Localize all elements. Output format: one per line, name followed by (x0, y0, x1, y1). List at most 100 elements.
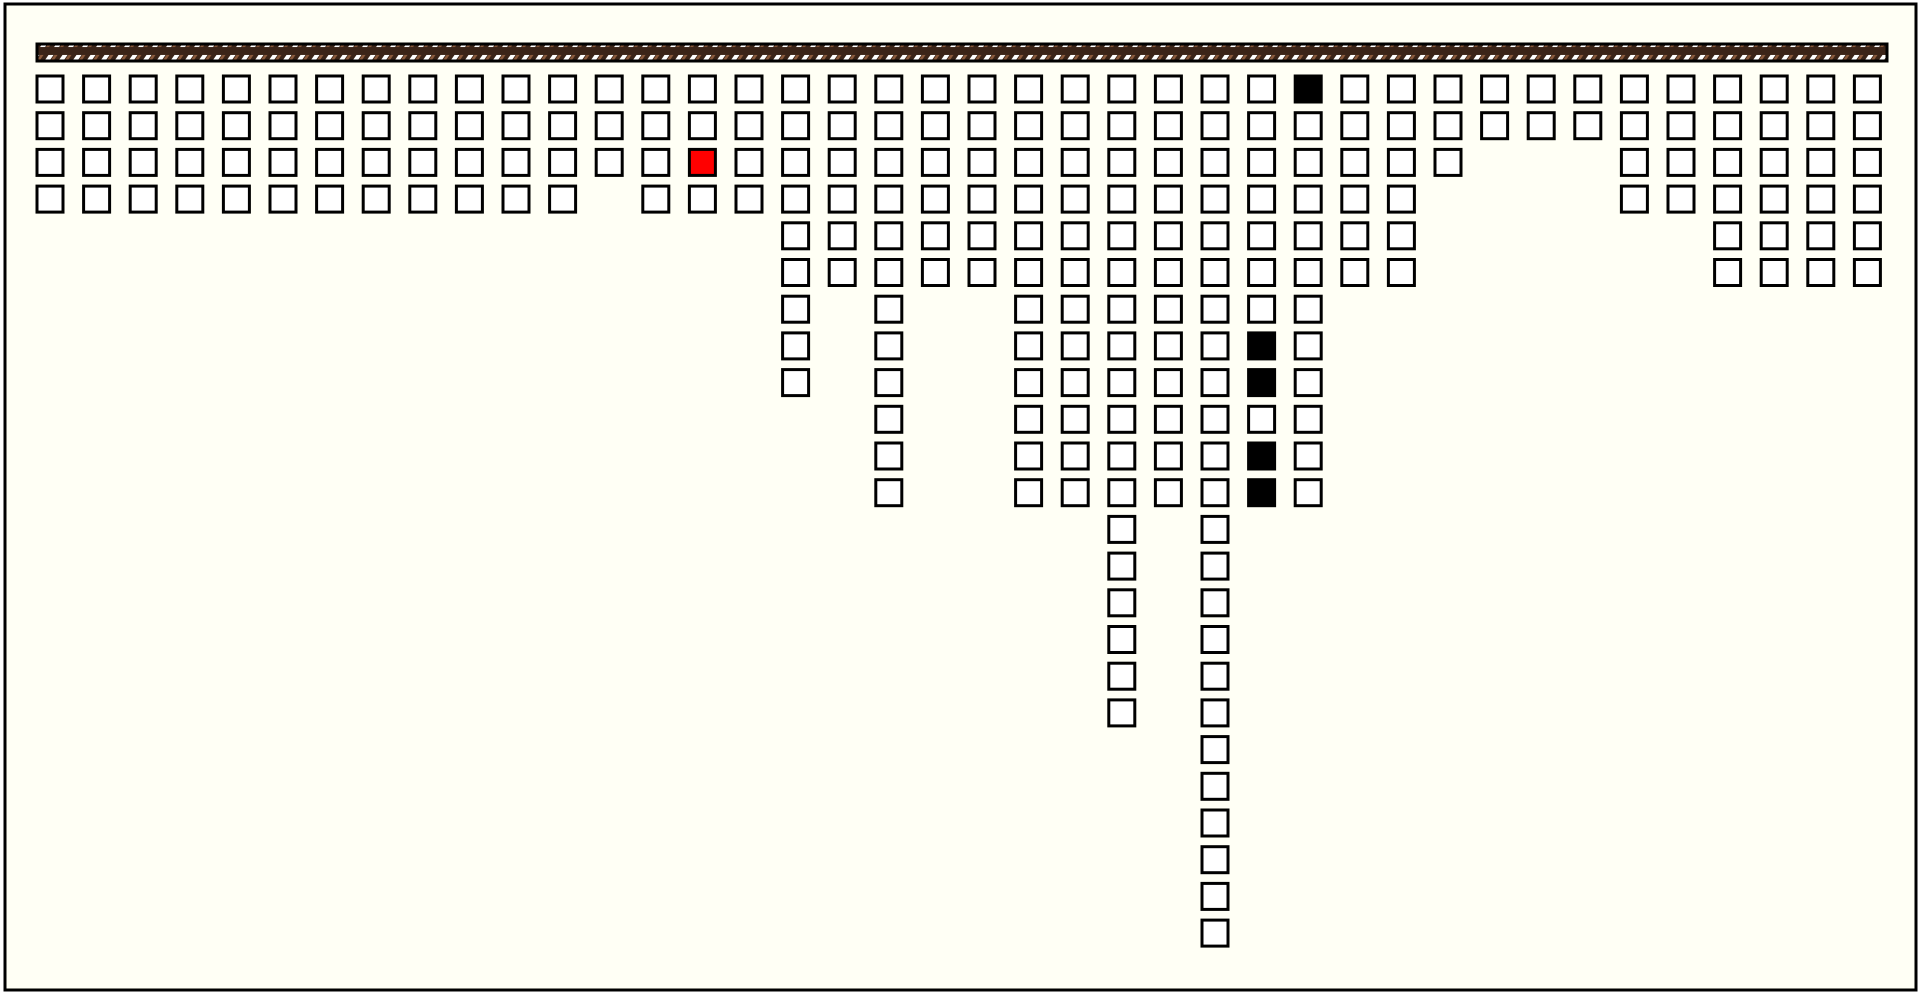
cell[interactable] (1153, 147, 1183, 177)
cell[interactable] (1107, 478, 1137, 508)
cell[interactable] (1107, 331, 1137, 361)
cell[interactable] (920, 111, 950, 141)
cell[interactable] (361, 147, 391, 177)
cell[interactable] (268, 74, 298, 104)
cell[interactable] (1200, 881, 1230, 911)
cell[interactable] (1107, 147, 1137, 177)
cell[interactable] (781, 74, 811, 104)
cell[interactable] (82, 184, 112, 214)
cell[interactable] (1014, 331, 1044, 361)
cell[interactable] (641, 147, 671, 177)
cell[interactable] (548, 184, 578, 214)
cell[interactable] (1200, 441, 1230, 471)
cell[interactable] (408, 184, 438, 214)
cell[interactable] (781, 331, 811, 361)
cell[interactable] (1247, 111, 1277, 141)
cell[interactable] (1200, 184, 1230, 214)
cell[interactable] (361, 184, 391, 214)
cell[interactable] (1340, 111, 1370, 141)
cell[interactable] (1852, 111, 1882, 141)
cell[interactable] (128, 74, 158, 104)
cell[interactable] (1060, 441, 1090, 471)
cell[interactable] (781, 294, 811, 324)
cell[interactable] (1759, 221, 1789, 251)
cell[interactable] (874, 294, 904, 324)
cell[interactable] (1107, 221, 1137, 251)
cell[interactable] (221, 111, 251, 141)
cell[interactable] (967, 147, 997, 177)
cell[interactable] (1247, 221, 1277, 251)
cell[interactable] (1526, 111, 1556, 141)
cell[interactable] (1200, 918, 1230, 948)
cell[interactable] (920, 184, 950, 214)
cell[interactable] (221, 74, 251, 104)
cell[interactable] (594, 111, 624, 141)
cell[interactable] (1759, 111, 1789, 141)
cell[interactable] (1759, 74, 1789, 104)
cell[interactable] (1852, 258, 1882, 287)
cell[interactable] (82, 147, 112, 177)
cell[interactable] (408, 111, 438, 141)
cell[interactable] (874, 404, 904, 434)
cell[interactable] (1200, 331, 1230, 361)
cell[interactable] (1386, 184, 1416, 214)
cell[interactable] (1619, 74, 1649, 104)
filled-cell[interactable] (1247, 331, 1277, 361)
cell[interactable] (594, 147, 624, 177)
cell[interactable] (1200, 551, 1230, 581)
cell[interactable] (1293, 368, 1323, 398)
cell[interactable] (1200, 661, 1230, 691)
cell[interactable] (1060, 294, 1090, 324)
cell[interactable] (967, 258, 997, 287)
cell[interactable] (1293, 147, 1323, 177)
cell[interactable] (501, 184, 531, 214)
cell[interactable] (1060, 147, 1090, 177)
cell[interactable] (734, 111, 764, 141)
cell[interactable] (874, 331, 904, 361)
cell[interactable] (1200, 698, 1230, 728)
cell[interactable] (1060, 111, 1090, 141)
cell[interactable] (175, 184, 205, 214)
cell[interactable] (1386, 111, 1416, 141)
cell[interactable] (874, 221, 904, 251)
cell[interactable] (1806, 221, 1836, 251)
cell[interactable] (1247, 294, 1277, 324)
cell[interactable] (1153, 441, 1183, 471)
cell[interactable] (1713, 111, 1743, 141)
cell[interactable] (1247, 147, 1277, 177)
cell[interactable] (1433, 111, 1463, 141)
cell[interactable] (594, 74, 624, 104)
cell[interactable] (781, 221, 811, 251)
cell[interactable] (1107, 588, 1137, 618)
cell[interactable] (1060, 331, 1090, 361)
cell[interactable] (1200, 478, 1230, 508)
cell[interactable] (1293, 184, 1323, 214)
cell[interactable] (781, 184, 811, 214)
cell[interactable] (874, 478, 904, 508)
cell[interactable] (1060, 478, 1090, 508)
cell[interactable] (315, 147, 345, 177)
cell[interactable] (920, 221, 950, 251)
cell[interactable] (1107, 661, 1137, 691)
filled-cell[interactable] (1247, 368, 1277, 398)
cell[interactable] (1433, 147, 1463, 177)
cell[interactable] (128, 147, 158, 177)
cell[interactable] (1666, 184, 1696, 214)
cell[interactable] (734, 184, 764, 214)
cell[interactable] (827, 111, 857, 141)
cell[interactable] (1340, 147, 1370, 177)
cell[interactable] (268, 111, 298, 141)
cell[interactable] (128, 111, 158, 141)
cell[interactable] (501, 111, 531, 141)
cell[interactable] (1153, 294, 1183, 324)
cell[interactable] (1200, 735, 1230, 765)
cell[interactable] (1153, 111, 1183, 141)
cell[interactable] (1526, 74, 1556, 104)
cell[interactable] (1014, 258, 1044, 287)
cell[interactable] (1573, 111, 1603, 141)
cell[interactable] (1200, 808, 1230, 838)
cell[interactable] (1107, 404, 1137, 434)
cell[interactable] (1107, 294, 1137, 324)
cell[interactable] (734, 74, 764, 104)
cell[interactable] (1713, 258, 1743, 287)
